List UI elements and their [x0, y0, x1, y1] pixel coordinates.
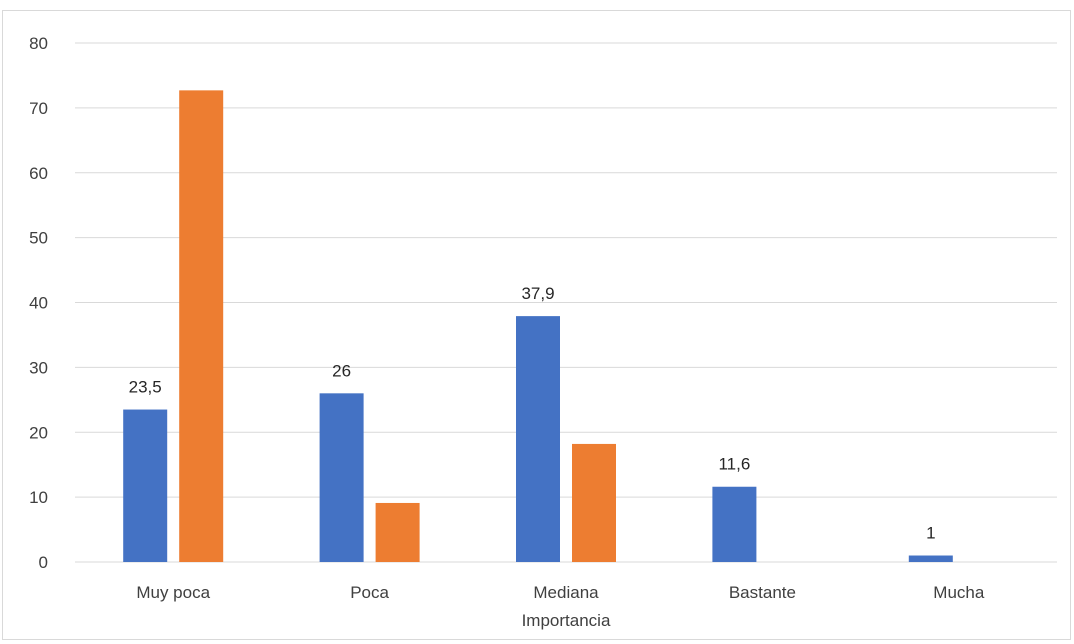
bar-series1 — [516, 316, 560, 562]
x-category-label: Muy poca — [136, 583, 210, 602]
y-tick-label: 20 — [29, 423, 48, 442]
data-label: 26 — [332, 361, 351, 380]
y-tick-label: 80 — [29, 34, 48, 53]
y-tick-label: 70 — [29, 99, 48, 118]
x-category-label: Mediana — [533, 583, 599, 602]
y-tick-label: 40 — [29, 294, 48, 313]
y-tick-label: 30 — [29, 358, 48, 377]
bar-series2 — [375, 502, 420, 562]
x-axis: Muy poca Poca Mediana Importancia Bastante Mu… — [136, 583, 985, 630]
gridlines — [75, 42, 1057, 563]
bar-series1 — [319, 393, 364, 562]
bar-series2 — [572, 443, 616, 562]
x-category-label: Poca — [350, 583, 389, 602]
y-tick-label: 10 — [29, 488, 48, 507]
x-category-label: Mucha — [933, 583, 985, 602]
bar-series2 — [179, 90, 224, 562]
data-label: 1 — [926, 524, 935, 543]
y-tick-label: 60 — [29, 164, 48, 183]
data-label: 23,5 — [129, 378, 162, 397]
x-category-label: Bastante — [729, 583, 796, 602]
y-tick-label: 0 — [39, 553, 48, 572]
y-axis: 0 10 20 30 40 50 60 70 80 — [29, 34, 48, 572]
bar-series1 — [123, 409, 168, 562]
data-labels: 23,5 26 37,9 11,6 1 — [129, 284, 936, 542]
bar-series1 — [908, 555, 953, 562]
x-category-label: Importancia — [522, 611, 611, 630]
y-tick-label: 50 — [29, 229, 48, 248]
bar-series1 — [712, 486, 757, 562]
data-label: 11,6 — [718, 455, 750, 474]
data-label: 37,9 — [521, 284, 554, 303]
bars — [123, 90, 953, 562]
